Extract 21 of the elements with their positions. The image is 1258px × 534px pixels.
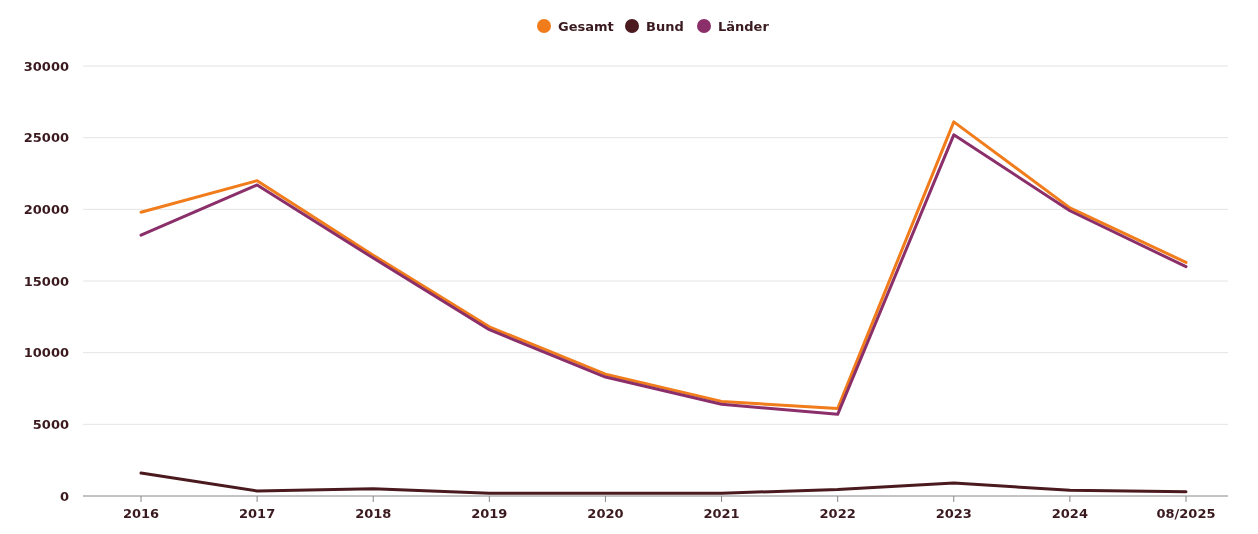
y-tick-label: 30000	[23, 58, 69, 74]
y-tick-label: 20000	[23, 201, 69, 217]
y-tick-label: 10000	[23, 345, 69, 361]
y-tick-label: 15000	[23, 273, 69, 289]
x-tick-label: 08/2025	[1156, 506, 1216, 521]
x-tick-label: 2019	[471, 506, 508, 521]
legend-label: Gesamt	[558, 18, 614, 34]
x-tick-label: 2021	[703, 506, 740, 521]
line-series	[139, 471, 1188, 495]
x-tick-label: 2023	[935, 506, 972, 521]
x-tick-label: 2016	[122, 506, 160, 521]
y-tick-label: 0	[59, 488, 69, 504]
legend-label: Länder	[718, 18, 770, 34]
x-tick-label: 2022	[819, 506, 856, 521]
y-tick-label: 25000	[23, 130, 69, 146]
legend-label: Bund	[646, 18, 684, 34]
y-tick-label: 5000	[32, 416, 69, 432]
x-tick-label: 2017	[239, 506, 276, 521]
x-tick-label: 2018	[355, 506, 392, 521]
x-tick-label: 2020	[587, 506, 624, 521]
x-tick-label: 2024	[1051, 506, 1088, 521]
